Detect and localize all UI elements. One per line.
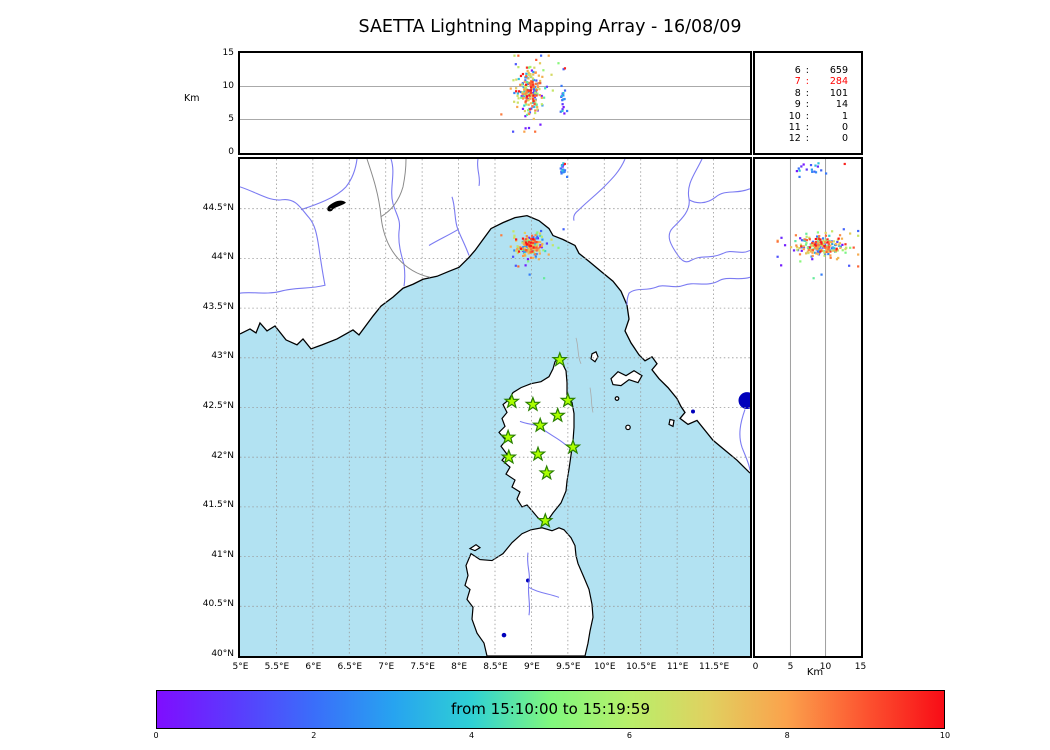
lon-tick-label: 8.5°E	[483, 662, 508, 672]
alt-tick-label: 5	[228, 113, 234, 124]
colorbar-time-range-label: from 15:10:00 to 15:19:59	[450, 700, 650, 718]
source-count-row: 8:101	[794, 87, 848, 99]
alpine-lake	[327, 200, 346, 212]
side-panel-scatter-points	[776, 162, 860, 280]
top-panel-gridlines	[240, 85, 750, 121]
lon-tick-label: 7.5°E	[410, 662, 435, 672]
country-borders	[366, 159, 431, 278]
lma-station-star	[564, 438, 582, 455]
colorbar-tick-label: 6	[626, 731, 632, 740]
elba-island	[610, 370, 643, 387]
mainland-coastline	[240, 214, 750, 474]
lat-tick-label: 44°N	[211, 252, 234, 263]
lon-tick-label: 5°E	[232, 662, 249, 672]
source-count-row: 9:14	[794, 99, 848, 111]
lon-tick-label: 7°E	[378, 662, 395, 672]
side-panel-gridlines	[789, 159, 827, 656]
side-km-tick-label: 5	[787, 662, 794, 672]
lake-bolsena	[738, 392, 750, 409]
sea-contour-lines	[575, 337, 594, 413]
lon-tick-label: 11°E	[666, 662, 689, 672]
lma-station-star	[503, 392, 521, 409]
lon-tick-label: 9°E	[523, 662, 540, 672]
lma-station-star	[549, 406, 566, 423]
map-panel	[238, 157, 752, 658]
lon-tick-label: 5.5°E	[264, 662, 290, 672]
lon-tick-label: 10.5°E	[626, 662, 657, 672]
lat-tick-label: 41°N	[211, 549, 234, 560]
lma-station-star	[524, 395, 542, 412]
sea-fill	[240, 215, 750, 656]
lma-station-star	[500, 448, 518, 465]
colorbar-tick-label: 10	[939, 731, 951, 740]
lma-station-star	[559, 391, 577, 408]
lat-tick-label: 40.5°N	[202, 599, 234, 610]
lma-station-star	[536, 512, 554, 528]
lon-tick-label: 8°E	[451, 662, 468, 672]
montecristo-island	[625, 424, 631, 431]
lma-station-star	[531, 416, 549, 433]
altitude-longitude-plot	[240, 54, 750, 133]
lat-tick-label: 41.5°N	[202, 500, 234, 511]
colorbar-tick-label: 4	[469, 731, 475, 740]
lat-tick-label: 40°N	[211, 649, 234, 659]
page-title: SAETTA Lightning Mapping Array - 16/08/0…	[358, 17, 742, 37]
source-count-row: 12:0	[788, 133, 848, 145]
source-count-row: 11:0	[788, 122, 848, 134]
station-star-markers	[499, 351, 582, 528]
source-count-panel: 6:659 7:284 8:101 9:14 10:1 11:0 12:0	[753, 51, 863, 155]
side-km-tick-label: 0	[752, 662, 759, 672]
lat-tick-label: 44.5°N	[202, 202, 234, 213]
side-km-axis-label: Km	[806, 667, 824, 678]
lon-tick-label: 9.5°E	[556, 662, 581, 672]
lon-tick-label: 11.5°E	[698, 662, 730, 672]
geographic-map	[240, 159, 750, 656]
alt-tick-label: 15	[222, 47, 234, 58]
lma-station-star	[499, 428, 517, 445]
lat-tick-label: 42°N	[211, 450, 234, 461]
lma-station-star	[551, 351, 569, 367]
lma-station-star	[529, 445, 547, 462]
lat-tick-label: 43.5°N	[202, 301, 234, 312]
source-count-row: 10:1	[788, 110, 848, 122]
altitude-longitude-panel	[238, 51, 752, 155]
pianosa-island	[614, 396, 620, 401]
capraia-island	[590, 351, 599, 363]
side-km-tick-label: 15	[854, 662, 867, 672]
time-colorbar: from 15:10:00 to 15:19:59	[156, 690, 945, 729]
top-panel-scatter-points	[500, 54, 569, 133]
alt-tick-label: 10	[222, 80, 234, 91]
lon-tick-label: 6.5°E	[337, 662, 363, 672]
lon-tick-label: 6°E	[305, 662, 322, 672]
map-scatter-points	[500, 162, 569, 280]
colorbar-tick-label: 8	[784, 731, 790, 740]
altitude-latitude-panel	[753, 157, 863, 658]
lat-tick-label: 43°N	[211, 351, 234, 362]
lat-tick-label: 42.5°N	[202, 401, 234, 411]
colorbar-tick-label: 0	[153, 731, 159, 740]
map-gridlines	[240, 159, 750, 656]
source-count-row: 6:659	[794, 65, 848, 76]
side-km-tick-label: 10	[819, 662, 832, 672]
sardinia-lake-2	[501, 632, 507, 638]
altitude-axis-label: Km	[184, 93, 200, 104]
orbetello-lagoon	[691, 409, 695, 414]
giglio-island	[668, 418, 675, 428]
altitude-latitude-plot	[776, 159, 860, 656]
lon-tick-label: 10°E	[593, 662, 616, 672]
colorbar-tick-label: 2	[311, 731, 317, 740]
asinara-island	[468, 543, 482, 552]
alt-tick-label: 0	[228, 146, 234, 157]
lma-station-star	[538, 464, 556, 481]
source-count-row: 7:284	[794, 76, 848, 88]
rivers	[240, 159, 750, 616]
